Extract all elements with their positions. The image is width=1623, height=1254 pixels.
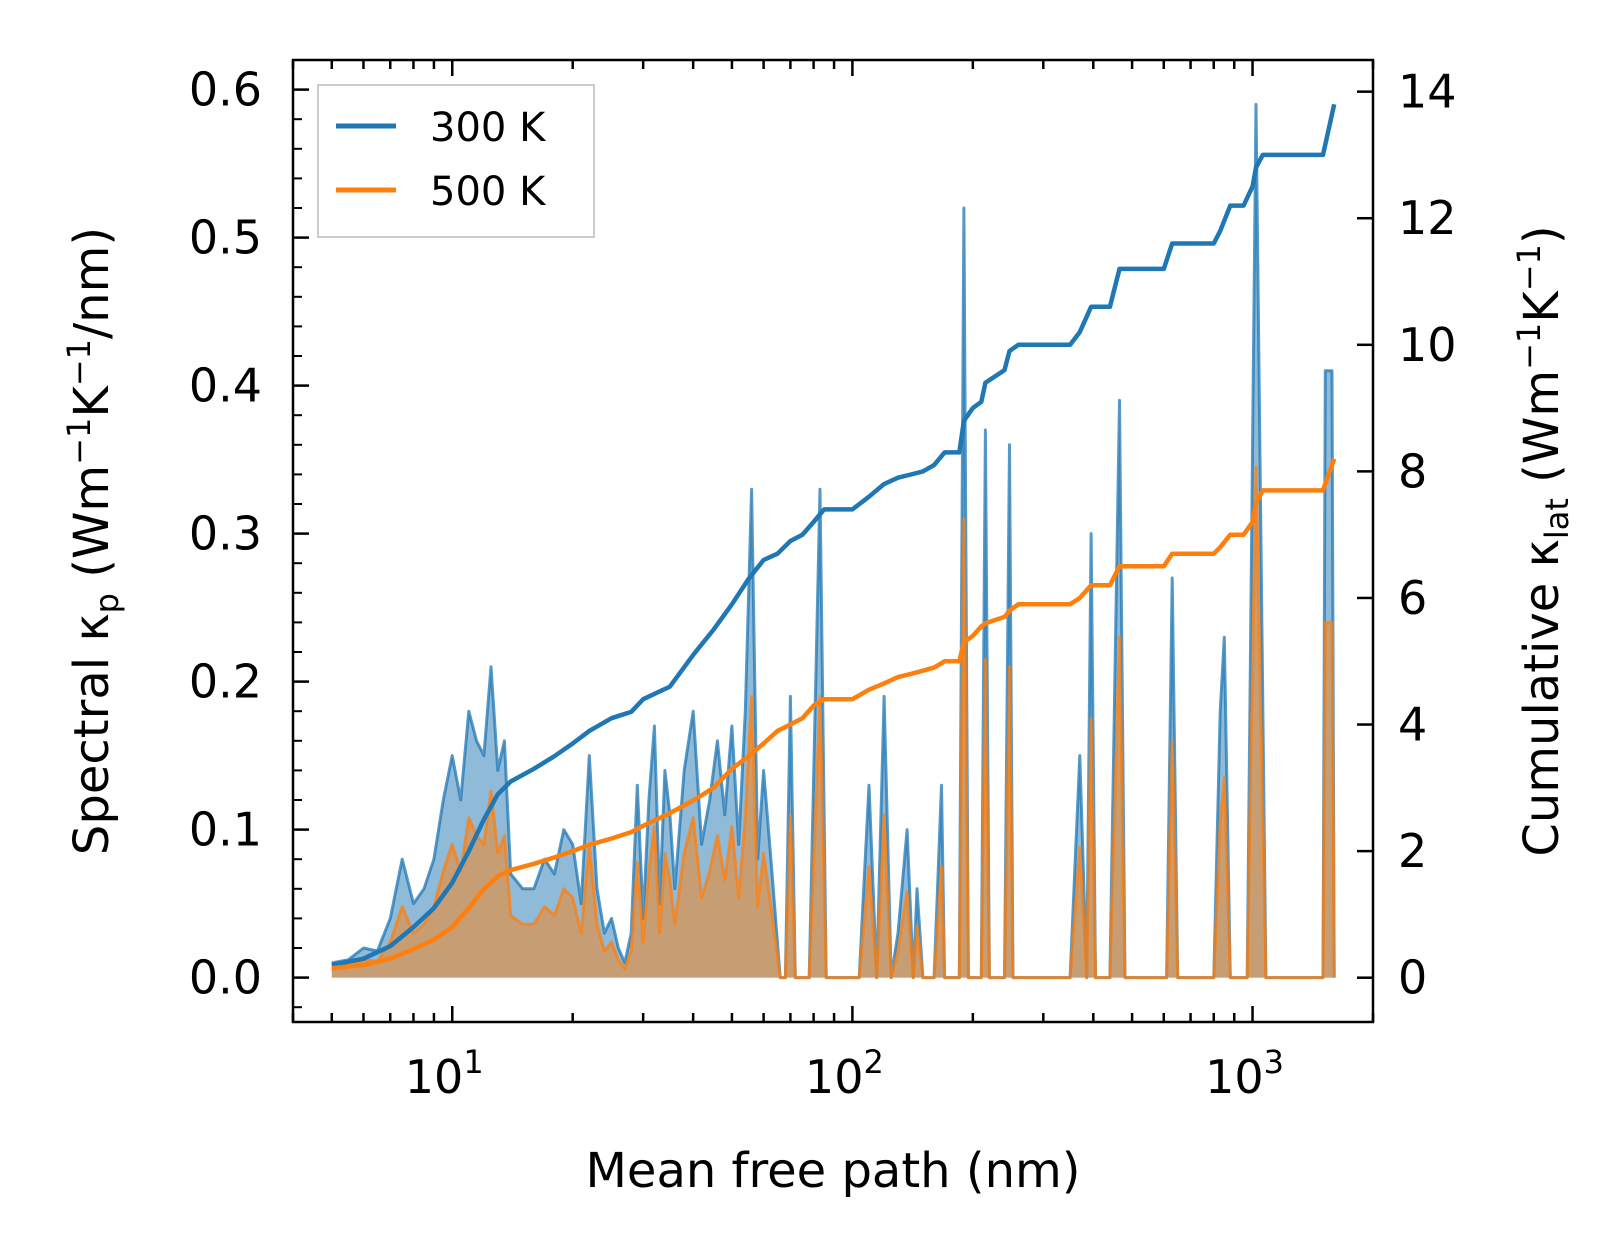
right-y-tick-label: 0 bbox=[1398, 951, 1427, 1005]
right-y-tick-label: 12 bbox=[1398, 191, 1457, 245]
right-y-tick-label: 2 bbox=[1398, 824, 1427, 878]
legend-label-500k: 500 K bbox=[430, 169, 547, 215]
left-y-tick-label: 0.1 bbox=[189, 803, 262, 857]
x-axis-title: Mean free path (nm) bbox=[586, 1143, 1081, 1199]
left-y-tick-label: 0.5 bbox=[189, 211, 262, 265]
spectral-300k-area bbox=[331, 104, 1335, 978]
x-tick-label: 101 bbox=[405, 1043, 484, 1104]
left-y-tick-label: 0.0 bbox=[189, 951, 262, 1005]
right-y-tick-label: 10 bbox=[1398, 318, 1457, 372]
x-axis-ticks: 101 102 103 bbox=[291, 60, 1375, 1104]
left-y-tick-label: 0.4 bbox=[189, 359, 262, 413]
cumulative-300k-line bbox=[331, 103, 1337, 968]
left-y-tick-label: 0.6 bbox=[189, 63, 262, 117]
left-y-tick-label: 0.2 bbox=[189, 655, 262, 709]
right-y-axis-title: Cumulative κlat (Wm−1K−1) bbox=[1510, 225, 1576, 856]
right-y-axis-ticks: 0 2 4 6 8 10 12 14 bbox=[1357, 65, 1457, 1005]
plot-area bbox=[331, 102, 1337, 980]
legend-label-300k: 300 K bbox=[430, 105, 547, 151]
x-tick-label: 103 bbox=[1205, 1043, 1284, 1104]
x-tick-label: 102 bbox=[805, 1043, 884, 1104]
spectral-500k-area bbox=[331, 467, 1335, 978]
right-y-tick-label: 8 bbox=[1398, 444, 1427, 498]
cumulative-lines bbox=[331, 103, 1337, 971]
left-y-axis-ticks: 0.0 0.1 0.2 0.3 0.4 0.5 0.6 bbox=[189, 63, 309, 1009]
right-y-tick-label: 6 bbox=[1398, 571, 1427, 625]
right-y-tick-label: 14 bbox=[1398, 65, 1457, 119]
left-y-tick-label: 0.3 bbox=[189, 507, 262, 561]
spectral-500k-edge bbox=[331, 465, 1336, 980]
legend: 300 K 500 K bbox=[317, 84, 595, 238]
right-y-tick-label: 4 bbox=[1398, 698, 1427, 752]
spectral-fills bbox=[331, 102, 1336, 980]
left-y-axis-title: Spectral κp (Wm−1K−1/nm) bbox=[60, 227, 126, 855]
legend-box bbox=[317, 84, 595, 238]
cumulative-500k-line bbox=[331, 457, 1337, 971]
